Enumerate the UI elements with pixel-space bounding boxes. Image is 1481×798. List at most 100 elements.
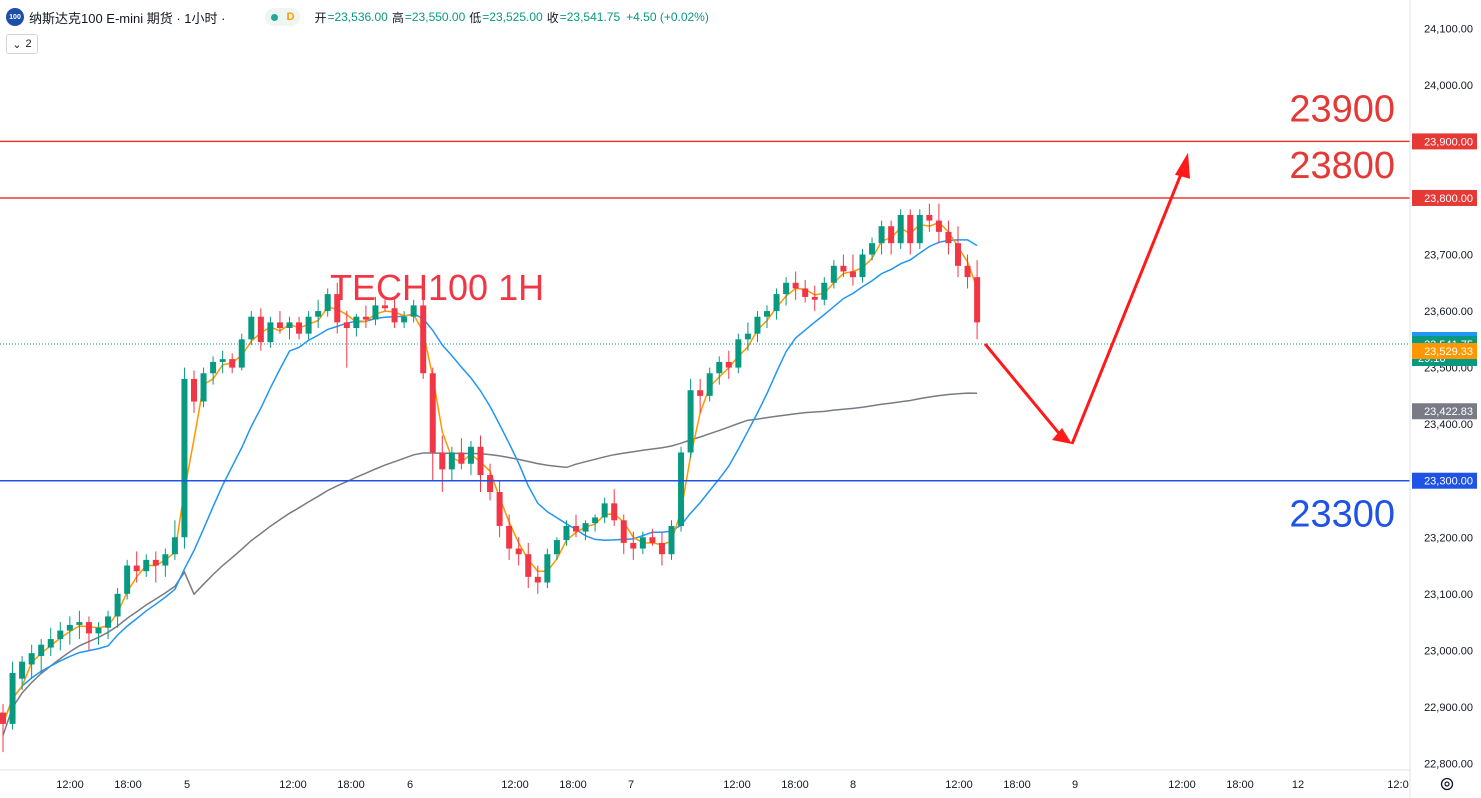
candle[interactable] <box>57 622 64 651</box>
candle[interactable] <box>467 441 474 476</box>
candle[interactable] <box>849 254 856 286</box>
candle[interactable] <box>200 367 207 408</box>
candle[interactable] <box>191 370 197 413</box>
candle[interactable] <box>802 279 809 303</box>
candle[interactable] <box>171 520 178 560</box>
candle[interactable] <box>315 299 322 329</box>
candle[interactable] <box>257 308 264 351</box>
candle[interactable] <box>888 220 895 255</box>
candle[interactable] <box>974 260 981 340</box>
candle[interactable] <box>38 639 45 673</box>
symbol-title[interactable]: 纳斯达克100 E-mini 期货 · 1小时 · <box>29 10 226 26</box>
candle[interactable] <box>0 704 6 753</box>
candle[interactable] <box>592 514 599 532</box>
candle[interactable] <box>792 271 799 300</box>
candle[interactable] <box>658 531 665 566</box>
candle[interactable] <box>620 514 627 555</box>
candle[interactable] <box>678 446 685 532</box>
candle[interactable] <box>706 367 713 402</box>
candle[interactable] <box>372 296 379 326</box>
candle[interactable] <box>821 277 828 306</box>
candle[interactable] <box>582 520 589 541</box>
candle[interactable] <box>382 296 388 312</box>
candle[interactable] <box>66 616 73 645</box>
candle[interactable] <box>811 285 818 312</box>
candle[interactable] <box>964 254 971 289</box>
candle[interactable] <box>783 277 790 306</box>
candle[interactable] <box>534 565 541 594</box>
candle[interactable] <box>506 514 513 560</box>
candle[interactable] <box>764 305 770 329</box>
candle[interactable] <box>878 220 885 255</box>
candle[interactable] <box>210 356 217 385</box>
candle[interactable] <box>525 542 532 589</box>
candle[interactable] <box>840 254 847 278</box>
candle[interactable] <box>496 480 503 538</box>
candle[interactable] <box>429 367 436 481</box>
candle[interactable] <box>353 313 360 337</box>
candle[interactable] <box>926 203 933 232</box>
candle[interactable] <box>114 588 121 628</box>
candle[interactable] <box>286 316 293 340</box>
candle[interactable] <box>458 438 465 470</box>
candle[interactable] <box>773 288 780 320</box>
candle[interactable] <box>573 514 579 538</box>
candle[interactable] <box>219 350 226 374</box>
candle[interactable] <box>105 610 112 640</box>
candle[interactable] <box>305 311 312 340</box>
candle[interactable] <box>391 296 398 329</box>
candle[interactable] <box>563 520 570 546</box>
candle[interactable] <box>716 356 723 385</box>
candle[interactable] <box>916 209 923 249</box>
candle[interactable] <box>229 353 236 374</box>
candle[interactable] <box>639 531 646 555</box>
candle[interactable] <box>162 548 169 577</box>
candle[interactable] <box>152 551 159 583</box>
candle[interactable] <box>324 288 331 317</box>
candle[interactable] <box>238 333 245 371</box>
candle[interactable] <box>611 489 618 526</box>
candle[interactable] <box>448 446 455 481</box>
candle[interactable] <box>410 299 417 323</box>
candle[interactable] <box>85 616 92 651</box>
candle[interactable] <box>744 322 751 351</box>
candle[interactable] <box>9 661 16 730</box>
candle[interactable] <box>668 520 675 560</box>
candle[interactable] <box>181 367 188 549</box>
candle[interactable] <box>420 298 427 379</box>
market-status-badge[interactable]: D <box>265 8 301 26</box>
candle[interactable] <box>859 248 866 283</box>
candle[interactable] <box>897 209 904 249</box>
candle[interactable] <box>19 656 26 690</box>
candle[interactable] <box>477 435 484 493</box>
candle[interactable] <box>487 463 494 501</box>
candle[interactable] <box>124 559 131 600</box>
candle[interactable] <box>601 497 608 524</box>
candle[interactable] <box>945 220 952 255</box>
candle[interactable] <box>935 203 942 244</box>
candle[interactable] <box>47 627 54 657</box>
candle[interactable] <box>343 311 350 368</box>
candle[interactable] <box>869 237 876 261</box>
candle[interactable] <box>439 435 446 493</box>
candle[interactable] <box>687 378 694 459</box>
candle[interactable] <box>334 282 341 334</box>
candle[interactable] <box>143 554 150 577</box>
candle[interactable] <box>267 316 274 348</box>
candle[interactable] <box>401 311 408 329</box>
candle[interactable] <box>76 610 83 640</box>
candle[interactable] <box>955 226 961 278</box>
candle[interactable] <box>697 378 704 413</box>
candle[interactable] <box>515 537 522 566</box>
candle[interactable] <box>28 644 35 679</box>
candle[interactable] <box>544 548 551 589</box>
candle[interactable] <box>553 537 560 560</box>
candle[interactable] <box>95 622 102 645</box>
indicators-toggle-button[interactable]: ⌄ 2 <box>6 34 38 54</box>
candle[interactable] <box>296 316 303 340</box>
settings-gear-icon[interactable] <box>1440 777 1454 791</box>
candle[interactable] <box>362 305 369 329</box>
candle[interactable] <box>725 350 732 379</box>
candle[interactable] <box>630 531 637 560</box>
